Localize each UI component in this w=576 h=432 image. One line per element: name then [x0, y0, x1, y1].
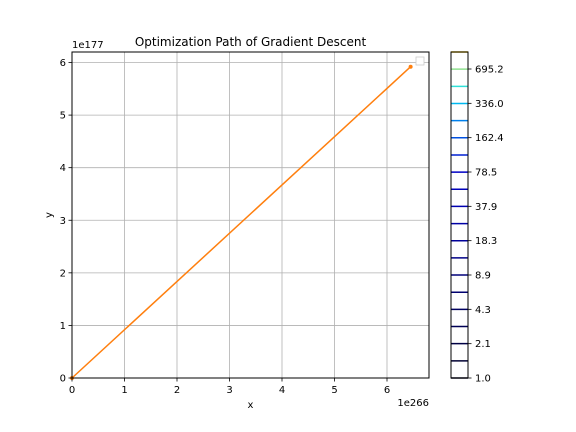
y-tick-label: 6 [60, 58, 66, 69]
x-offset-label: 1e266 [397, 398, 429, 409]
y-offset-label: 1e177 [72, 40, 104, 51]
x-tick-label: 1 [121, 385, 127, 396]
x-tick-label: 2 [174, 385, 180, 396]
series-point [408, 64, 413, 69]
x-tick-label: 6 [384, 385, 390, 396]
colorbar-levels [451, 51, 468, 379]
x-axis-label: x [248, 400, 254, 411]
chart-title: Optimization Path of Gradient Descent [135, 35, 367, 49]
x-tick-label: 0 [69, 385, 75, 396]
colorbar-tick-label: 2.1 [475, 339, 491, 350]
y-tick-label: 5 [60, 111, 66, 122]
colorbar-tick-label: 18.3 [475, 236, 497, 247]
y-tick-label: 0 [60, 374, 66, 385]
y-axis-ticks: 0 1 2 3 4 5 6 [60, 58, 72, 385]
legend-box [415, 56, 425, 66]
y-tick-label: 4 [60, 163, 66, 174]
plot-frame [71, 51, 430, 379]
x-tick-label: 3 [226, 385, 232, 396]
colorbar-tick-label: 4.3 [475, 305, 491, 316]
y-axis-label: y [44, 212, 55, 218]
series-line [71, 66, 412, 379]
colorbar: 1.0 2.1 4.3 8.9 18.3 37.9 78.5 162.4 336.0 695.2 [450, 51, 504, 385]
y-tick-label: 1 [60, 321, 66, 332]
colorbar-tick-label: 336.0 [475, 99, 504, 110]
x-axis-ticks: 0 1 2 3 4 5 6 [69, 378, 390, 396]
colorbar-tick-label: 162.4 [475, 133, 504, 144]
x-tick-label: 5 [331, 385, 337, 396]
y-tick-label: 3 [60, 216, 66, 227]
x-tick-label: 4 [279, 385, 285, 396]
colorbar-tick-label: 78.5 [475, 168, 497, 179]
colorbar-tick-label: 1.0 [475, 374, 491, 385]
y-tick-label: 2 [60, 268, 66, 279]
colorbar-tick-label: 37.9 [475, 202, 497, 213]
colorbar-tick-label: 8.9 [475, 271, 491, 282]
colorbar-ticks: 1.0 2.1 4.3 8.9 18.3 37.9 78.5 162.4 336.0 695.2 [468, 65, 504, 385]
colorbar-tick-label: 695.2 [475, 65, 504, 76]
colorbar-frame [450, 51, 469, 379]
plot-area: 0 1 2 3 4 5 6 0 1 2 3 4 5 6 [60, 51, 430, 396]
